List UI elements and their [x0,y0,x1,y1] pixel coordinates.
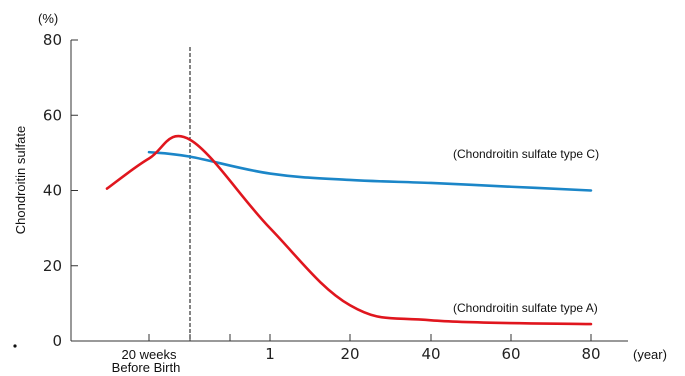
y-tick-label: 20 [43,257,62,275]
x-tick-label: 20 [340,345,359,363]
y-tick-label: 0 [52,332,62,350]
x-tick-sublabel: Before Birth [112,360,181,375]
y-tick-label: 80 [43,31,62,49]
x-tick-label: 60 [501,345,520,363]
y-tick-label: 60 [43,106,62,124]
x-tick-label: 40 [421,345,440,363]
y-tick-label: 40 [43,182,62,200]
y-unit-label: (%) [38,11,58,26]
x-tick-label: 80 [581,345,600,363]
series-label-type-a: (Chondroitin sulfate type A) [453,301,598,315]
series-line-type-a [105,134,593,326]
origin-dot [13,344,17,348]
series-label-type-c: (Chondroitin sulfate type C) [453,147,599,161]
x-unit-label: (year) [633,347,667,362]
x-tick-label: 1 [265,345,275,363]
y-axis-label: Chondroitin sulfate [13,126,28,234]
series-line-type-c [147,150,593,192]
x-tick-label: 20 weeks [122,347,177,362]
